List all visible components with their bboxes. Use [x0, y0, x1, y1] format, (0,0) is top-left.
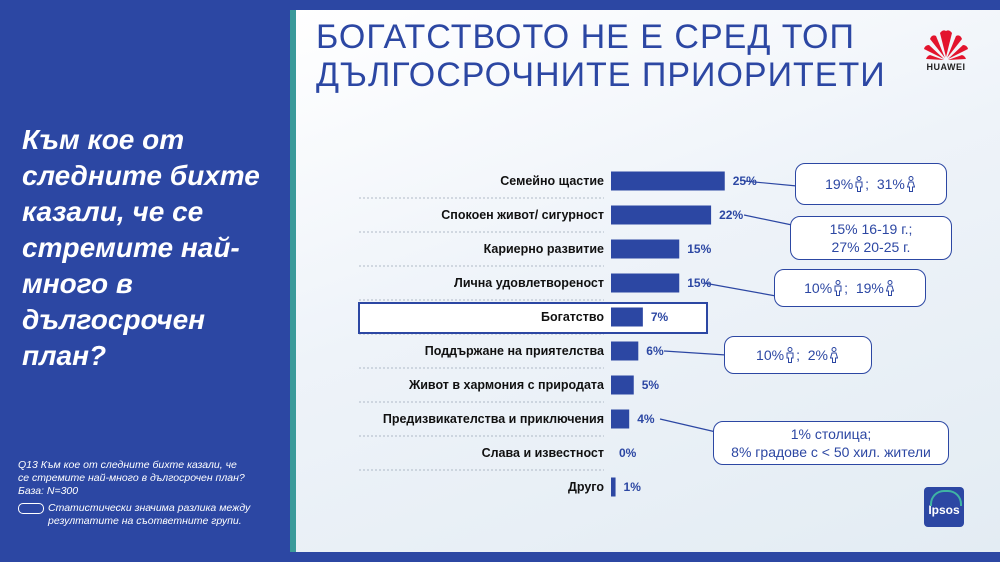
bar: [611, 477, 616, 497]
value-label: 0%: [619, 446, 637, 460]
bar: [611, 239, 680, 259]
callout-calm-line-1: 15% 16-19 г.;: [829, 221, 913, 237]
value-label: 15%: [687, 242, 711, 256]
bar: [611, 307, 643, 327]
highlight-frame: [358, 302, 708, 334]
category-label: Лична удовлетвореност: [454, 276, 604, 290]
title-line-1: БОГАТСТВОТО НЕ Е СРЕД ТОП: [316, 18, 855, 56]
left-panel: [0, 0, 290, 562]
value-label: 15%: [687, 276, 711, 290]
callout-leader-line: [663, 350, 727, 356]
callout-adventure-line-2: 8% градове с < 50 хил. жители: [731, 444, 931, 460]
slide-title: БОГАТСТВОТО НЕ Е СРЕД ТОП ДЪЛГОСРОЧНИТЕ …: [316, 18, 896, 94]
category-label: Поддържане на приятелства: [425, 344, 605, 358]
callout-leader-line: [743, 180, 798, 187]
callout-challenges: 1% столица; 8% градове с < 50 хил. жител…: [713, 421, 949, 465]
female-icon: [906, 176, 915, 192]
callout-female-value: 19%: [855, 280, 884, 296]
question-text: Към кое от следните бихте казали, че се …: [22, 124, 260, 371]
category-label: Живот в хармония с природата: [408, 378, 605, 392]
value-label: 22%: [719, 208, 743, 222]
title-line-2: ДЪЛГОСРОЧНИТЕ ПРИОРИТЕТИ: [316, 56, 886, 94]
callout-friends-line: 10%; 2%: [756, 346, 840, 364]
footnote-base: База: N=300: [18, 485, 79, 497]
category-label: Богатство: [541, 310, 604, 324]
bar: [611, 341, 639, 361]
bar: [611, 273, 680, 293]
category-label: Спокоен живот/ сигурност: [441, 208, 604, 222]
significance-legend-swatch: [18, 503, 44, 514]
callout-leader-line: [703, 282, 777, 297]
bar: [611, 171, 725, 191]
bar: [611, 409, 630, 429]
bar: [611, 375, 634, 395]
category-label: Кариерно развитие: [484, 242, 604, 256]
ipsos-logo-arc-icon: [930, 490, 962, 506]
callout-male-value: 19%: [825, 176, 854, 192]
footnote: Q13 Към кое от следните бихте казали, че…: [18, 459, 283, 498]
callout-friendships: 10%; 2%: [724, 336, 872, 374]
huawei-logo-icon: [924, 30, 968, 60]
male-icon: [834, 280, 842, 296]
category-label: Слава и известност: [482, 446, 604, 460]
male-icon: [855, 176, 863, 192]
callout-leader-line: [743, 214, 793, 226]
callout-satisfaction-line: 10%; 19%: [804, 279, 896, 297]
callout-adventure-line-1: 1% столица;: [790, 426, 872, 442]
callout-male-value: 10%: [756, 347, 785, 363]
significance-legend-text: Статистически значима разлика между резу…: [48, 502, 251, 527]
callout-family-happiness: 19%; 31%: [795, 163, 947, 205]
category-label: Предизвикателства и приключения: [383, 412, 604, 426]
value-label: 4%: [637, 412, 655, 426]
callout-calm-line-2: 27% 20-25 г.: [831, 239, 911, 255]
callout-female-value: 31%: [876, 176, 905, 192]
callout-leader-line: [659, 418, 717, 433]
male-icon: [786, 347, 794, 363]
value-label: 5%: [642, 378, 660, 392]
callout-family-line: 19%; 31%: [825, 175, 917, 193]
value-label: 7%: [651, 310, 669, 324]
value-label: 6%: [646, 344, 664, 358]
callout-female-value: 2%: [807, 347, 828, 363]
bar: [611, 205, 712, 225]
callout-personal-satisfaction: 10%; 19%: [774, 269, 926, 307]
category-label: Друго: [568, 480, 604, 494]
accent-stripe: [290, 10, 296, 552]
footnote-question-line2: се стремите най-много в дългосрочен план…: [18, 472, 245, 484]
female-icon: [885, 280, 894, 296]
value-label: 1%: [624, 480, 642, 494]
callout-male-value: 10%: [804, 280, 833, 296]
callout-calm-life: 15% 16-19 г.; 27% 20-25 г.: [790, 216, 952, 260]
footnote-question-line1: Q13 Към кое от следните бихте казали, че: [18, 459, 237, 471]
category-label: Семейно щастие: [500, 174, 604, 188]
female-icon: [829, 347, 838, 363]
huawei-wordmark: HUAWEI: [926, 62, 966, 72]
